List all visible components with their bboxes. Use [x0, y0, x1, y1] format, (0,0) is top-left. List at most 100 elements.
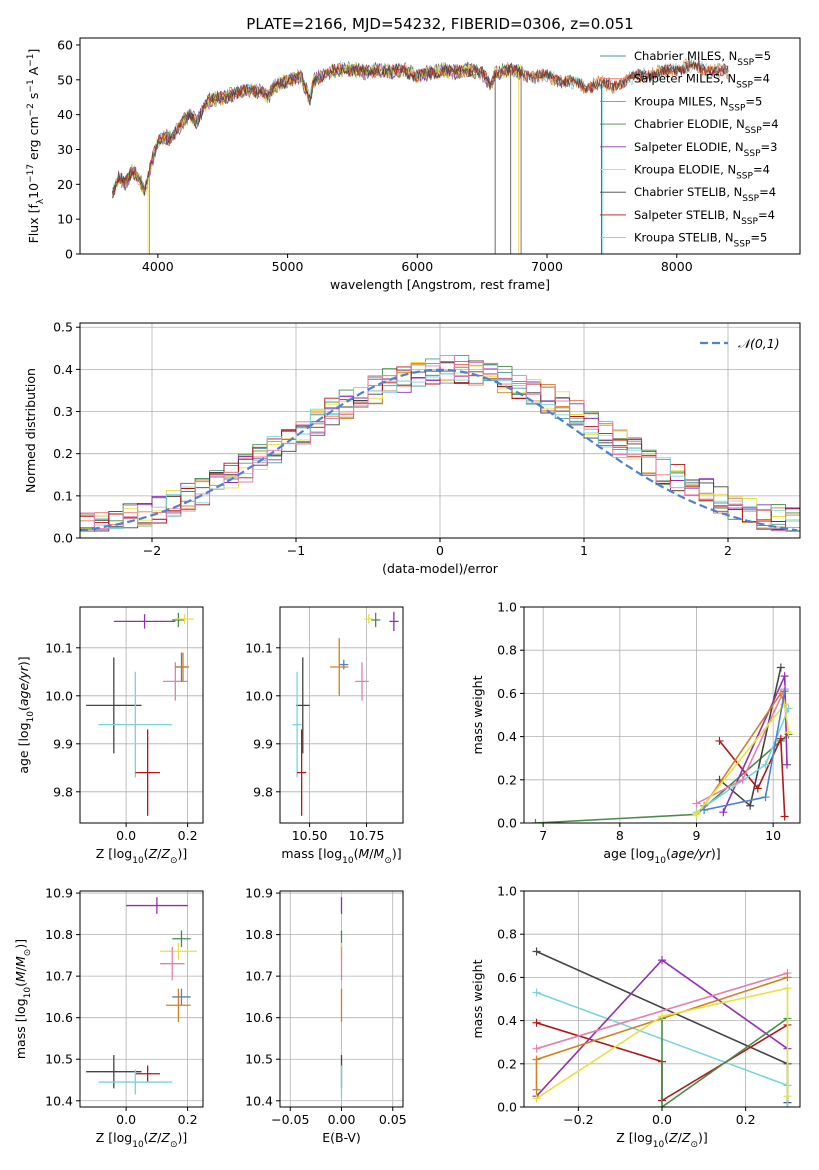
x-tick-label: 10 [765, 828, 781, 843]
label-part: )] [698, 1130, 708, 1145]
legend-label: Chabrier ELODIE, NSSP=4 [634, 117, 779, 136]
y-tick-label: 30 [57, 142, 73, 157]
label-part: =5 [745, 94, 762, 108]
weight-marker [658, 1103, 666, 1107]
x-axis-label: wavelength [Angstrom, rest frame] [330, 277, 550, 292]
label-part: SSP [736, 81, 753, 91]
weight-marker [700, 806, 709, 815]
legend-label: Kroupa MILES, NSSP=5 [634, 94, 762, 113]
errorbar-point [175, 614, 194, 624]
y-tick-label: 10 [57, 212, 73, 227]
label-part: ( [144, 846, 149, 861]
errorbar-point [330, 638, 349, 696]
x-axis-label: Z [log10(Z/Z⊙)] [616, 1130, 708, 1150]
label-part: age [log [16, 722, 31, 773]
x-tick-label: 8 [616, 828, 624, 843]
weight-marker [715, 736, 724, 745]
y-tick-label: 10.9 [245, 886, 273, 901]
y-tick-label: 0.5 [53, 320, 73, 335]
weight-marker [719, 808, 728, 817]
label-part: s [26, 93, 41, 104]
label-part: / [13, 966, 28, 971]
errorbar-point [126, 897, 188, 914]
x-axis-label: Z [log10(Z/Z⊙)] [96, 846, 188, 866]
errorbar-point [86, 657, 142, 754]
y-axis-label: mass [log10(M/M⊙)] [13, 939, 33, 1059]
x-tick-label: 0.2 [178, 1112, 198, 1127]
label-part: Z [148, 1130, 158, 1145]
label-part: mass [log [281, 846, 342, 861]
weight-line [536, 987, 789, 1100]
x-tick-label: 0.2 [178, 828, 198, 843]
x-tick-label: −0.05 [271, 1112, 309, 1127]
weight-marker [780, 672, 789, 681]
label-part: Salpeter STELIB, N [634, 208, 741, 222]
y-tick-label: 0.0 [497, 816, 517, 831]
label-part: 10 [132, 856, 144, 866]
label-part: 10 [26, 711, 36, 723]
label-part: SSP [729, 103, 746, 113]
weight-marker [783, 1092, 792, 1101]
y-tick-label: 0.0 [53, 531, 73, 546]
plot-area [86, 897, 197, 1095]
x-tick-label: 10.75 [349, 828, 385, 843]
y-tick-label: 10.5 [45, 1052, 73, 1067]
label-part: )] [711, 846, 721, 861]
y-tick-label: 9.9 [253, 736, 273, 751]
label-part: )] [177, 846, 187, 861]
errorbar-point [297, 729, 307, 816]
y-tick-label: 0.4 [497, 729, 517, 744]
histogram-series [80, 355, 800, 532]
weight-marker [783, 1103, 792, 1107]
errorbar-point [159, 947, 185, 981]
weight-marker [776, 663, 785, 672]
weight-line [536, 972, 788, 1050]
label-part: ⊙ [384, 856, 392, 866]
weight-marker [783, 973, 792, 982]
y-tick-label: 10.4 [245, 1093, 273, 1108]
y-tick-label: 10.1 [45, 640, 73, 655]
y-tick-label: 0.8 [497, 927, 517, 942]
x-tick-label: 4000 [142, 259, 174, 274]
weight-marker [692, 810, 701, 819]
y-tick-label: 1.0 [497, 884, 517, 899]
label-part: =3 [761, 140, 778, 154]
y-tick-label: 0.2 [53, 446, 73, 461]
label-part: ⊙ [23, 949, 33, 957]
weight-marker [780, 812, 789, 821]
weight-marker [761, 793, 770, 802]
errorbar-point [295, 657, 310, 754]
weight-marker [746, 801, 755, 810]
plot-area [532, 947, 792, 1107]
y-tick-label: 9.9 [53, 736, 73, 751]
y-tick-label: 10.5 [245, 1052, 273, 1067]
y-axis-label: age [log10(age/yr)] [16, 656, 36, 773]
label-part: =5 [754, 49, 771, 63]
errorbar-point [339, 659, 349, 670]
weight-marker [782, 760, 791, 769]
weight-marker [776, 734, 785, 743]
errorbar-point [159, 942, 197, 960]
errorbar-point [292, 671, 302, 778]
residual-legend: 𝒩(0,1) [700, 336, 780, 351]
label-part: Z [log [616, 1130, 652, 1145]
label-part: −17 [26, 164, 36, 183]
label-part: ( [354, 846, 359, 861]
errorbar-point [371, 612, 381, 628]
label-part: age [log [603, 846, 654, 861]
label-part: ⊙ [170, 1140, 178, 1150]
y-tick-label: 0.2 [497, 772, 517, 787]
weight-line [661, 1017, 788, 1107]
weight-marker [532, 1055, 541, 1064]
label-part: =4 [762, 117, 779, 131]
errorbar-point [172, 988, 191, 1006]
weight-line [704, 691, 786, 811]
y-tick-label: 0 [65, 247, 73, 262]
label-part: 10 [653, 1140, 665, 1150]
axes-frame [79, 37, 801, 255]
errorbar-point [172, 930, 191, 948]
label-part: 10 [342, 856, 354, 866]
panel-mass-vs-ebv: −0.05 0.00 0.05 10.4 10.5 10.6 10.7 10.8 10.9 E(B… [245, 886, 407, 1145]
y-axis-label: Flux [fλ10−17 erg cm−2 s−1 A−1] [26, 49, 46, 244]
y-tick-label: 0.2 [497, 1056, 517, 1071]
